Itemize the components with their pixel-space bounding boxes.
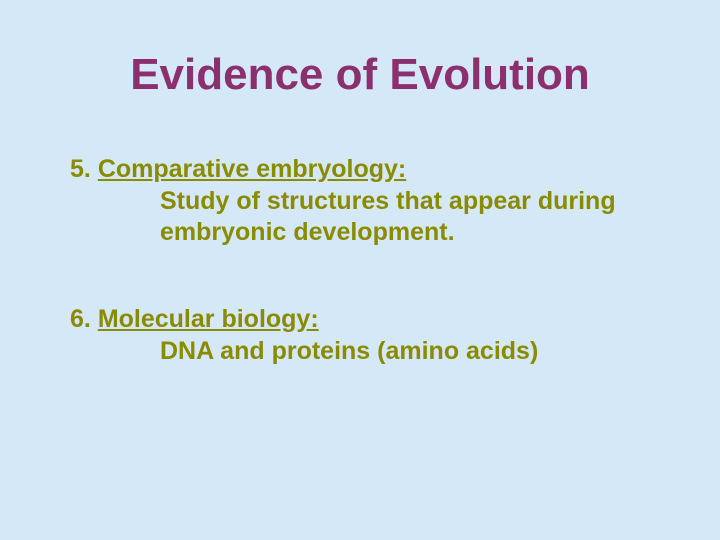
item-title-2: Molecular biology: — [98, 305, 319, 333]
slide-container: Evidence of Evolution 5. Comparative emb… — [0, 0, 720, 540]
item-number-2: 6. — [70, 305, 91, 333]
slide-title: Evidence of Evolution — [55, 50, 665, 100]
item-heading-2: 6. Molecular biology: — [55, 305, 665, 334]
item-title-1: Comparative embryology: — [98, 155, 406, 183]
item-body-2: DNA and proteins (amino acids) — [55, 336, 645, 367]
item-body-1: Study of structures that appear during e… — [55, 186, 645, 247]
list-item: 6. Molecular biology: DNA and proteins (… — [55, 305, 665, 367]
item-heading-1: 5. Comparative embryology: — [55, 155, 665, 184]
list-item: 5. Comparative embryology: Study of stru… — [55, 155, 665, 247]
item-number-1: 5. — [70, 155, 91, 183]
